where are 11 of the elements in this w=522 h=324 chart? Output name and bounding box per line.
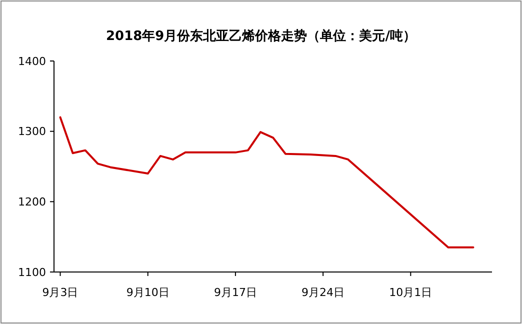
x-tick-label: 9月17日 xyxy=(214,286,257,299)
y-tick-label: 1300 xyxy=(18,125,46,138)
chart-title: 2018年9月份东北亚乙烯价格走势（单位：美元/吨） xyxy=(106,28,416,44)
x-tick-label: 9月10日 xyxy=(126,286,170,299)
x-tick-label: 9月24日 xyxy=(302,286,345,299)
x-tick-label: 10月1日 xyxy=(389,286,432,299)
line-series xyxy=(59,116,474,248)
y-tick-label: 1400 xyxy=(18,54,46,68)
y-tick-label: 1100 xyxy=(18,266,46,279)
y-tick-label: 1200 xyxy=(18,196,46,209)
x-tick-label: 9月3日 xyxy=(42,286,78,299)
